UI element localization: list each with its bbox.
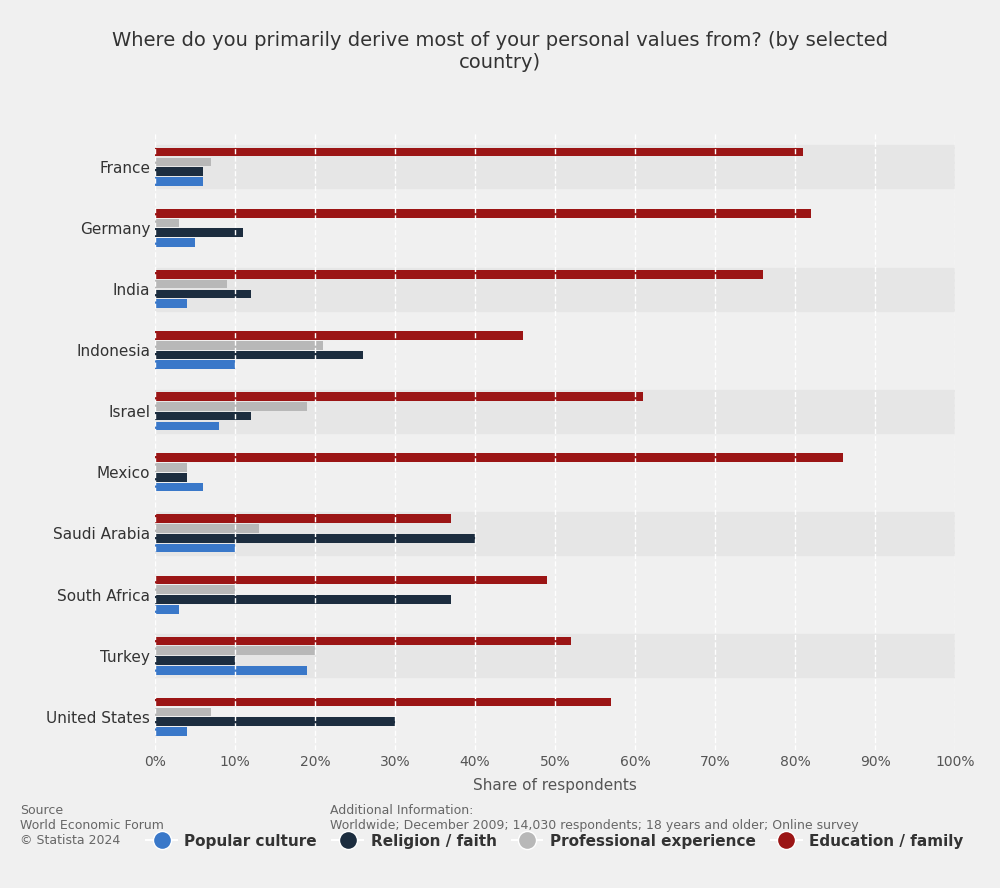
- Bar: [155, 206, 955, 250]
- Bar: [155, 341, 323, 350]
- Bar: [155, 390, 955, 432]
- Bar: [155, 299, 187, 308]
- Bar: [155, 708, 211, 716]
- Bar: [155, 392, 643, 400]
- Bar: [155, 168, 203, 176]
- Bar: [155, 147, 803, 156]
- Bar: [155, 727, 187, 736]
- Bar: [155, 218, 179, 227]
- Bar: [155, 331, 523, 340]
- Bar: [155, 228, 243, 237]
- Bar: [155, 454, 843, 462]
- Bar: [155, 361, 235, 369]
- Bar: [155, 595, 451, 604]
- Bar: [155, 718, 395, 726]
- Bar: [155, 543, 235, 552]
- Bar: [155, 146, 955, 188]
- Bar: [155, 483, 203, 491]
- Bar: [155, 267, 955, 311]
- Bar: [155, 464, 187, 472]
- Text: Where do you primarily derive most of your personal values from? (by selected
co: Where do you primarily derive most of yo…: [112, 31, 888, 72]
- Bar: [155, 238, 195, 247]
- Bar: [155, 666, 307, 675]
- Bar: [155, 634, 955, 678]
- Bar: [155, 422, 219, 430]
- Bar: [155, 573, 955, 616]
- Bar: [155, 412, 251, 420]
- Bar: [155, 605, 179, 614]
- Legend: Popular culture, Religion / faith, Professional experience, Education / family: Popular culture, Religion / faith, Profe…: [142, 829, 968, 853]
- Text: Additional Information:
Worldwide; December 2009; 14,030 respondents; 18 years a: Additional Information: Worldwide; Decem…: [330, 804, 859, 832]
- Bar: [155, 280, 227, 289]
- Bar: [155, 514, 451, 523]
- Bar: [155, 698, 611, 706]
- Bar: [155, 402, 307, 410]
- Bar: [155, 451, 955, 494]
- Bar: [155, 473, 187, 481]
- Bar: [155, 656, 235, 665]
- Bar: [155, 575, 547, 584]
- Bar: [155, 209, 811, 218]
- X-axis label: Share of respondents: Share of respondents: [473, 778, 637, 793]
- Bar: [155, 329, 955, 372]
- Bar: [155, 157, 211, 166]
- Bar: [155, 637, 571, 646]
- Bar: [155, 270, 763, 279]
- Bar: [155, 178, 203, 186]
- Bar: [155, 646, 315, 655]
- Bar: [155, 695, 955, 738]
- Bar: [155, 289, 251, 298]
- Bar: [155, 585, 235, 594]
- Text: Source
World Economic Forum
© Statista 2024: Source World Economic Forum © Statista 2…: [20, 804, 164, 846]
- Bar: [155, 524, 259, 533]
- Bar: [155, 534, 475, 543]
- Bar: [155, 511, 955, 555]
- Bar: [155, 351, 363, 360]
